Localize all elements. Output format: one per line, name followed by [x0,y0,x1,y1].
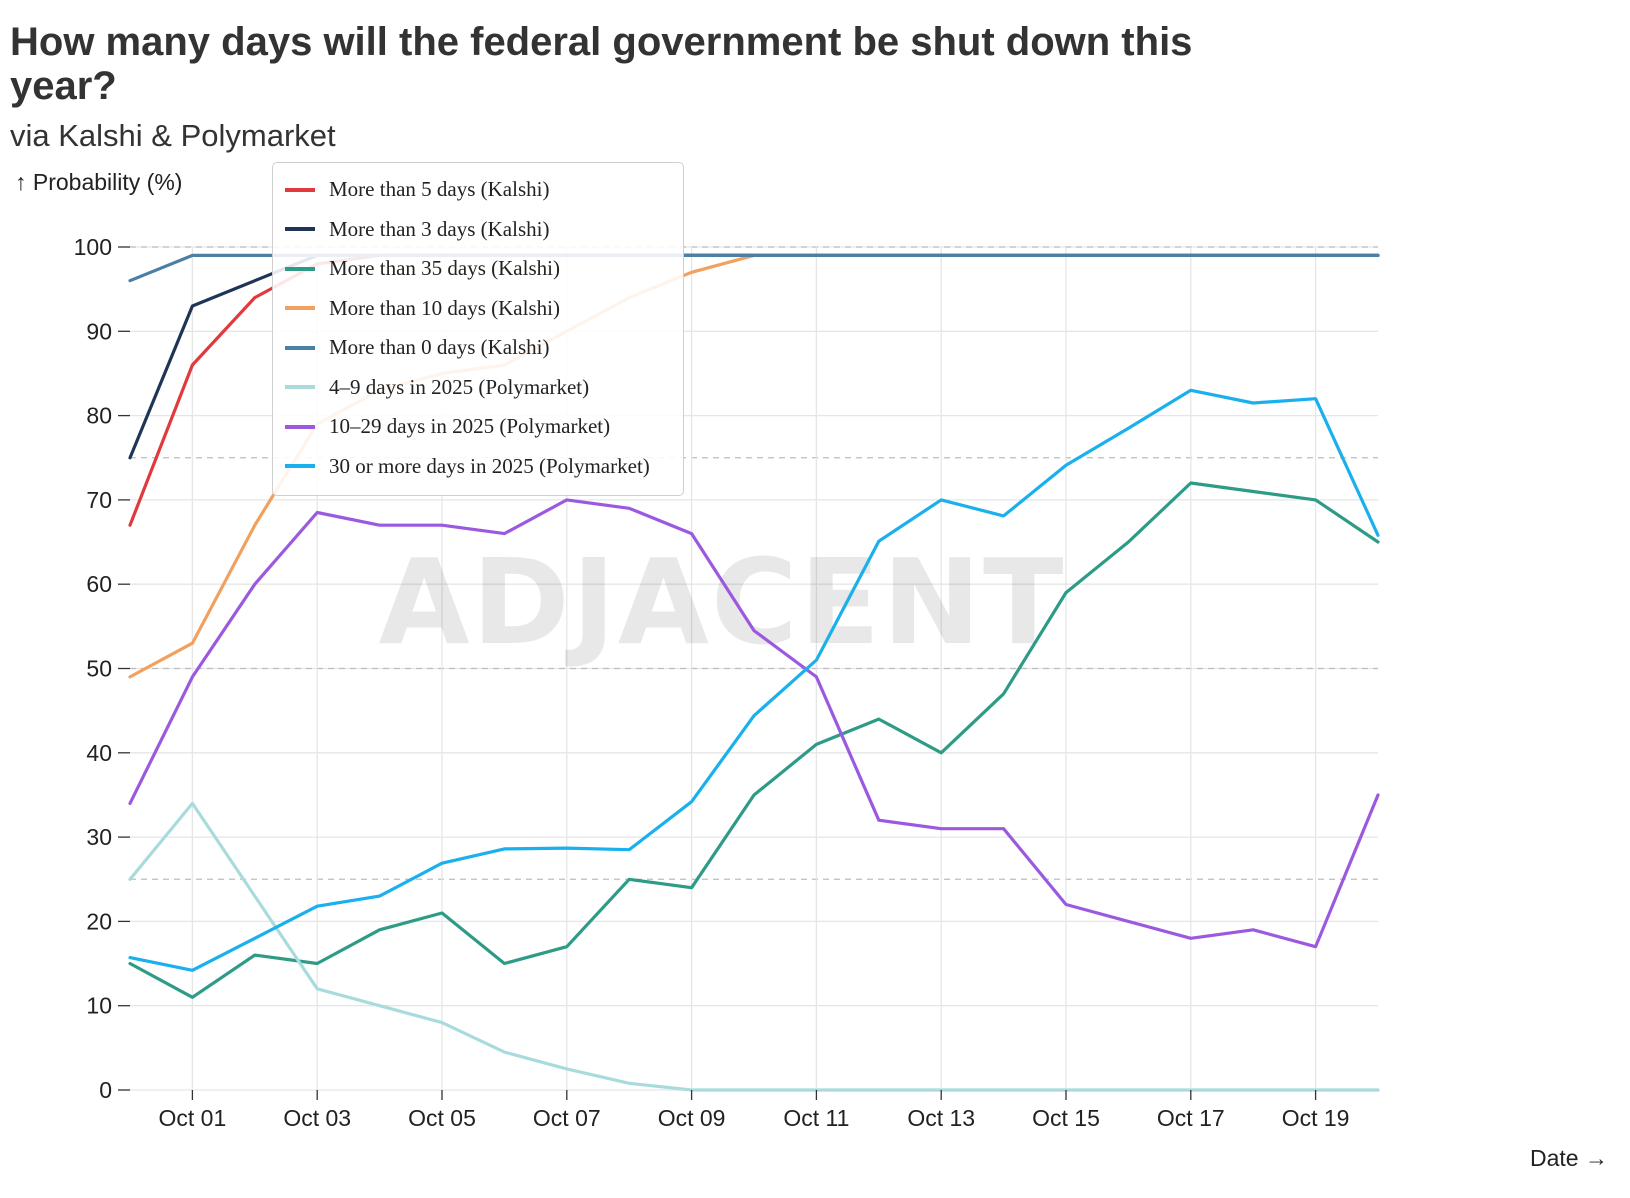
x-axis-label: Date → [1530,1145,1608,1171]
y-tick-label: 90 [86,318,112,344]
chart-subtitle: via Kalshi & Polymarket [10,118,336,153]
x-tick-label: Oct 17 [1157,1105,1225,1131]
y-tick-label: 20 [86,908,112,934]
legend-label: More than 35 days (Kalshi) [329,256,560,281]
x-tick-label: Oct 03 [283,1105,351,1131]
legend-label: More than 3 days (Kalshi) [329,216,550,241]
y-tick-label: 0 [99,1077,112,1103]
legend-swatch [285,464,315,469]
x-tick-label: Oct 07 [533,1105,601,1131]
legend-label: 4–9 days in 2025 (Polymarket) [329,374,590,399]
y-tick-label: 100 [74,234,112,260]
legend-label: More than 5 days (Kalshi) [329,177,550,202]
legend-swatch [285,385,315,390]
x-axis: Oct 01 Oct 03 Oct 05 Oct 07 Oct 09 Oct 11 Oct … [159,1090,1350,1131]
x-tick-label: Oct 11 [783,1105,849,1131]
y-tick-label: 30 [86,824,112,850]
legend-item: More than 5 days (Kalshi) [285,170,683,210]
legend-swatch [285,306,315,311]
y-tick-label: 70 [86,487,112,513]
legend-item: More than 3 days (Kalshi) [285,210,683,250]
legend-swatch [285,227,315,232]
legend: More than 5 days (Kalshi) More than 3 day… [272,162,684,496]
series-line-7 [128,388,1380,972]
legend-item: More than 0 days (Kalshi) [285,328,683,368]
legend-item: More than 35 days (Kalshi) [285,249,683,289]
legend-swatch [285,345,315,350]
legend-item: 10–29 days in 2025 (Polymarket) [285,407,683,447]
y-tick-label: 10 [86,993,112,1019]
legend-item: 4–9 days in 2025 (Polymarket) [285,368,683,408]
x-tick-label: Oct 01 [159,1105,227,1131]
y-axis-label: ↑ Probability (%) [15,169,182,195]
series-line-2 [128,481,1380,999]
legend-swatch [285,187,315,192]
y-tick-label: 80 [86,403,112,429]
legend-item: 30 or more days in 2025 (Polymarket) [285,447,683,487]
x-tick-label: Oct 09 [658,1105,726,1131]
y-tick-label: 40 [86,740,112,766]
legend-item: More than 10 days (Kalshi) [285,289,683,329]
x-tick-label: Oct 05 [408,1105,476,1131]
chart-title: How many days will the federal governmen… [10,20,1193,108]
legend-label: 30 or more days in 2025 (Polymarket) [329,453,650,478]
legend-swatch [285,266,315,271]
x-tick-label: Oct 19 [1282,1105,1350,1131]
legend-label: 10–29 days in 2025 (Polymarket) [329,414,611,439]
x-tick-label: Oct 15 [1032,1105,1100,1131]
legend-label: More than 0 days (Kalshi) [329,335,550,360]
y-tick-label: 60 [86,571,112,597]
watermark: ADJACENT [379,533,1066,671]
x-tick-label: Oct 13 [907,1105,975,1131]
y-tick-label: 50 [86,656,112,682]
y-axis: 0 10 20 30 40 50 60 70 80 90 100 [74,234,130,1103]
series-line-5 [128,801,1380,1092]
series-line-6 [128,498,1380,949]
legend-swatch [285,424,315,429]
legend-label: More than 10 days (Kalshi) [329,295,560,320]
